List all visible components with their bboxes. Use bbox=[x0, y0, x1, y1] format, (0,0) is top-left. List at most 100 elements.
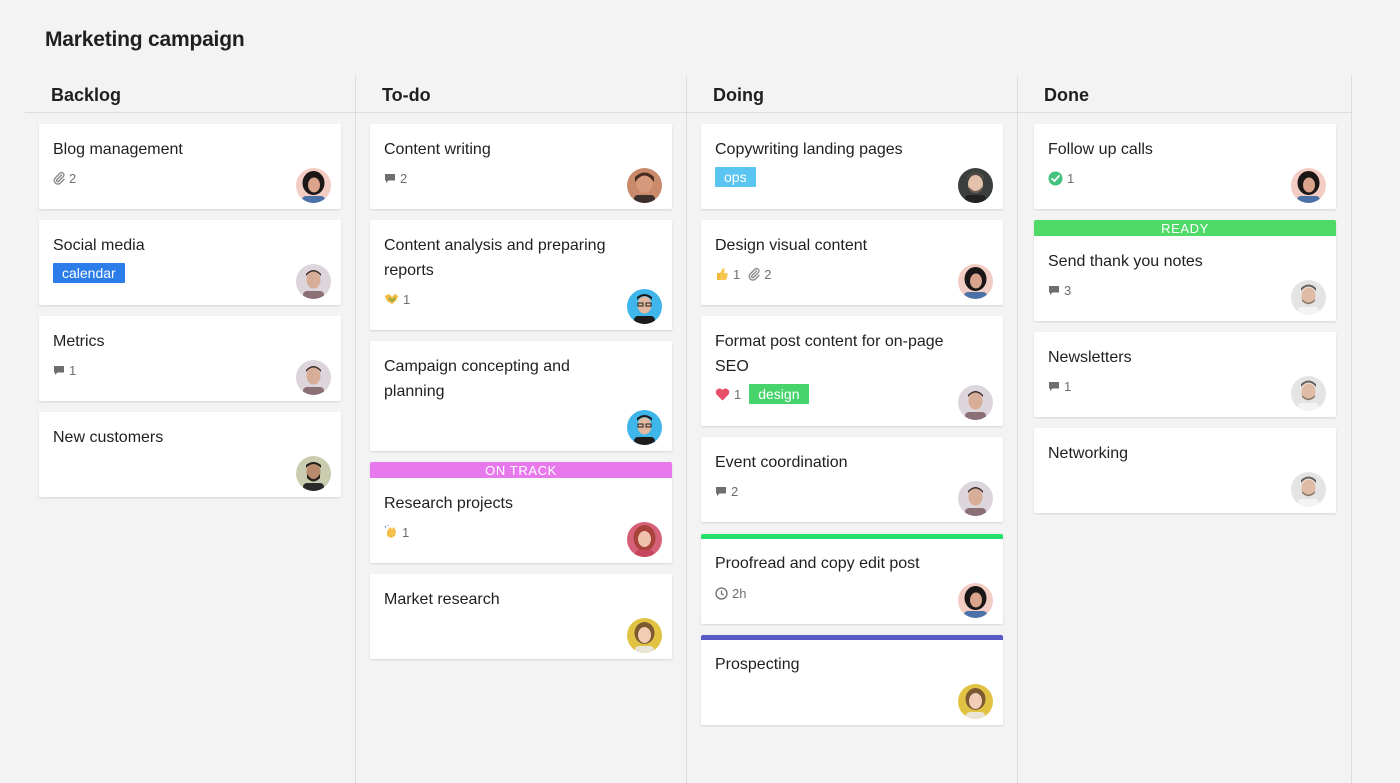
handshake-icon bbox=[384, 293, 399, 305]
card-title: Send thank you notes bbox=[1048, 253, 1203, 270]
avatar[interactable] bbox=[296, 360, 331, 395]
task-card[interactable]: Content analysis and preparing reports 1 bbox=[370, 220, 672, 330]
card-title: Design visual content bbox=[715, 237, 868, 254]
comment-count: 1 bbox=[53, 363, 76, 378]
task-card[interactable]: Market research bbox=[370, 574, 672, 659]
card-title: Campaign concepting and planning bbox=[384, 358, 570, 400]
card-meta: 3 bbox=[1048, 281, 1079, 299]
card-title: Metrics bbox=[53, 333, 105, 350]
reaction-count: 1 bbox=[384, 292, 410, 307]
avatar[interactable] bbox=[958, 264, 993, 299]
avatar[interactable] bbox=[296, 456, 331, 491]
column-todo: To-do Content writing 2 Content analysis… bbox=[356, 76, 687, 783]
card-title: Event coordination bbox=[715, 454, 848, 471]
card-meta: 1 bbox=[384, 523, 417, 541]
reaction-count: 1 bbox=[384, 525, 409, 540]
card-meta: 1 bbox=[53, 361, 84, 379]
avatar[interactable] bbox=[1291, 376, 1326, 411]
avatar[interactable] bbox=[627, 618, 662, 653]
card-title: Content analysis and preparing reports bbox=[384, 237, 606, 279]
comment-count: 2 bbox=[715, 484, 738, 499]
card-meta: 1 bbox=[1048, 377, 1079, 395]
comment-count: 3 bbox=[1048, 283, 1071, 298]
task-card[interactable]: Networking bbox=[1034, 428, 1336, 513]
task-card[interactable]: ON TRACK Research projects 1 bbox=[370, 462, 672, 563]
avatar[interactable] bbox=[958, 583, 993, 618]
task-card[interactable]: Design visual content 1 2 bbox=[701, 220, 1003, 305]
avatar[interactable] bbox=[1291, 472, 1326, 507]
approval-count: 1 bbox=[1048, 171, 1074, 186]
tag-design[interactable]: design bbox=[749, 384, 809, 404]
column-header[interactable]: Doing bbox=[687, 76, 1017, 113]
card-title: Social media bbox=[53, 237, 145, 254]
task-card[interactable]: Campaign concepting and planning bbox=[370, 341, 672, 451]
card-color-stripe bbox=[701, 635, 1003, 640]
task-card[interactable]: Prospecting bbox=[701, 635, 1003, 725]
like-count: 1 bbox=[715, 267, 740, 282]
task-card[interactable]: Blog management 2 bbox=[39, 124, 341, 209]
card-meta: 1 2 bbox=[715, 265, 779, 283]
task-card[interactable]: Content writing 2 bbox=[370, 124, 672, 209]
column-header[interactable]: To-do bbox=[356, 76, 686, 113]
clap-icon bbox=[384, 525, 398, 539]
thumbs-up-icon bbox=[715, 267, 729, 281]
avatar[interactable] bbox=[1291, 280, 1326, 315]
task-card[interactable]: Event coordination 2 bbox=[701, 437, 1003, 522]
card-color-stripe bbox=[701, 534, 1003, 539]
heart-icon bbox=[715, 388, 730, 401]
avatar[interactable] bbox=[958, 385, 993, 420]
card-title: Content writing bbox=[384, 141, 491, 158]
column-doing: Doing Copywriting landing pages ops Desi… bbox=[687, 76, 1018, 783]
task-card[interactable]: Format post content for on-page SEO 1 de… bbox=[701, 316, 1003, 426]
tag-calendar[interactable]: calendar bbox=[53, 263, 125, 283]
card-title: New customers bbox=[53, 429, 164, 446]
clock-icon bbox=[715, 586, 728, 600]
column-header[interactable]: Backlog bbox=[25, 76, 355, 113]
time-estimate: 2h bbox=[715, 586, 746, 601]
avatar[interactable] bbox=[627, 289, 662, 324]
card-meta: ops bbox=[715, 167, 764, 187]
card-meta: 2h bbox=[715, 584, 754, 602]
card-title: Market research bbox=[384, 591, 500, 608]
comment-icon bbox=[715, 486, 727, 497]
card-meta: 1 bbox=[1048, 169, 1082, 187]
comment-count: 1 bbox=[1048, 379, 1071, 394]
avatar[interactable] bbox=[627, 410, 662, 445]
task-card[interactable]: Copywriting landing pages ops bbox=[701, 124, 1003, 209]
tag-ops[interactable]: ops bbox=[715, 167, 756, 187]
avatar[interactable] bbox=[958, 168, 993, 203]
attachment-count: 2 bbox=[53, 171, 76, 186]
task-card[interactable]: Proofread and copy edit post 2h bbox=[701, 534, 1003, 624]
card-title: Copywriting landing pages bbox=[715, 141, 903, 158]
comment-icon bbox=[53, 365, 65, 376]
card-meta: 1 design bbox=[715, 384, 817, 404]
task-card[interactable]: New customers bbox=[39, 412, 341, 497]
avatar[interactable] bbox=[958, 684, 993, 719]
card-title: Networking bbox=[1048, 445, 1129, 462]
card-title: Research projects bbox=[384, 495, 513, 512]
card-title: Newsletters bbox=[1048, 349, 1132, 366]
card-meta: 2 bbox=[715, 482, 746, 500]
avatar[interactable] bbox=[1291, 168, 1326, 203]
card-meta: 2 bbox=[384, 169, 415, 187]
card-meta: 1 bbox=[384, 290, 418, 308]
board-title: Marketing campaign bbox=[45, 28, 245, 51]
comment-count: 2 bbox=[384, 171, 407, 186]
card-title: Format post content for on-page SEO bbox=[715, 333, 944, 375]
avatar[interactable] bbox=[627, 168, 662, 203]
avatar[interactable] bbox=[958, 481, 993, 516]
card-meta: calendar bbox=[53, 263, 133, 283]
check-circle-icon bbox=[1048, 171, 1063, 186]
column-header[interactable]: Done bbox=[1018, 76, 1351, 113]
card-title: Prospecting bbox=[715, 656, 800, 673]
comment-icon bbox=[1048, 285, 1060, 296]
task-card[interactable]: Newsletters 1 bbox=[1034, 332, 1336, 417]
task-card[interactable]: READY Send thank you notes 3 bbox=[1034, 220, 1336, 321]
task-card[interactable]: Metrics 1 bbox=[39, 316, 341, 401]
avatar[interactable] bbox=[627, 522, 662, 557]
avatar[interactable] bbox=[296, 264, 331, 299]
task-card[interactable]: Follow up calls 1 bbox=[1034, 124, 1336, 209]
avatar[interactable] bbox=[296, 168, 331, 203]
task-card[interactable]: Social media calendar bbox=[39, 220, 341, 305]
card-meta: 2 bbox=[53, 169, 84, 187]
